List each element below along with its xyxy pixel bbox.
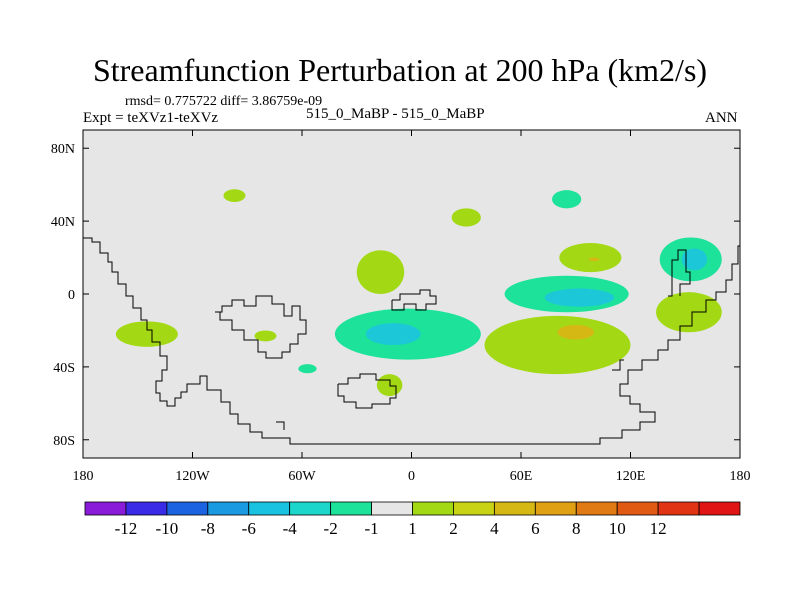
x-tick-label-3: 0 [408, 469, 415, 484]
colorbar-label-1: -10 [156, 519, 179, 538]
colorbar-swatch-6 [330, 501, 372, 516]
chart-title: Streamfunction Perturbation at 200 hPa (… [92, 52, 708, 88]
y-axis: 80N 40N 0 40S 80S [51, 142, 740, 449]
anomaly-14 [484, 315, 631, 375]
colorbar-label-11: 8 [572, 519, 581, 538]
colorbar-swatch-14 [657, 501, 700, 516]
left-label: Expt = teXVz1-teXVz [83, 110, 219, 126]
right-label: ANN [705, 110, 738, 126]
colorbar-label-3: -6 [242, 519, 256, 538]
anomaly-11 [588, 257, 600, 262]
anomaly-18 [656, 292, 722, 333]
y-tick-label-2: 0 [68, 288, 75, 303]
colorbar-label-2: -8 [201, 519, 215, 538]
coastlines [83, 237, 740, 445]
y-tick-label-0: 80N [51, 142, 75, 157]
colorbar-swatch-12 [575, 501, 618, 516]
anomaly-13 [544, 288, 615, 307]
coastline-east [668, 249, 691, 297]
colorbar-swatch-15 [698, 501, 741, 516]
colorbar-swatch-1 [125, 501, 168, 516]
x-tick-label-6: 180 [730, 469, 751, 484]
colorbar-swatch-4 [248, 501, 291, 516]
anomaly-2 [254, 330, 277, 342]
colorbar-label-6: -1 [364, 519, 378, 538]
x-tick-label-0: 180 [73, 469, 94, 484]
coastline-bit [276, 421, 285, 430]
anomaly-15 [557, 324, 594, 340]
anomaly-3 [298, 364, 317, 374]
anomaly-10 [559, 242, 622, 273]
coastline-continent [215, 295, 307, 359]
x-tick-label-2: 60W [288, 469, 316, 484]
y-tick-label-1: 40N [51, 215, 75, 230]
y-tick-label-3: 40S [53, 361, 75, 376]
anomaly-7 [451, 208, 481, 227]
center-label: 515_0_MaBP - 515_0_MaBP [306, 106, 485, 122]
anomaly-17 [681, 248, 708, 271]
stats-line: rmsd= 0.775722 diff= 3.86759e-09 [125, 94, 323, 109]
anomaly-4 [356, 250, 405, 294]
anomaly-9 [552, 190, 582, 209]
colorbar-swatch-9 [453, 501, 495, 516]
coastline-south [83, 237, 740, 445]
colorbar-swatch-10 [493, 501, 536, 516]
x-tick-label-1: 120W [175, 469, 210, 484]
colorbar-label-13: 12 [650, 519, 667, 538]
colorbar-swatch-7 [371, 501, 413, 516]
colorbar-swatch-5 [289, 501, 332, 516]
y-tick-label-4: 80S [53, 434, 75, 449]
coastline-island [391, 289, 437, 311]
colorbar-label-8: 2 [449, 519, 458, 538]
colorbar-label-9: 4 [490, 519, 499, 538]
colorbar-swatch-13 [616, 501, 659, 516]
colorbar-swatch-11 [534, 501, 577, 516]
x-tick-label-4: 60E [510, 469, 533, 484]
colorbar-label-5: -2 [324, 519, 338, 538]
coastline-south-island [337, 373, 397, 409]
colorbar-label-4: -4 [283, 519, 298, 538]
anomaly-1 [115, 321, 178, 347]
colorbar-label-12: 10 [609, 519, 626, 538]
anomaly-layer [115, 189, 722, 397]
colorbar-swatch-3 [207, 501, 250, 516]
colorbar-label-10: 6 [531, 519, 540, 538]
colorbar: -12 -10 -8 -6 -4 -2 -1 1 2 4 6 8 10 12 [84, 501, 741, 538]
coastline-small [612, 359, 624, 371]
x-tick-label-5: 120E [616, 469, 646, 484]
anomaly-0 [223, 189, 246, 202]
colorbar-swatch-8 [412, 501, 454, 516]
colorbar-swatch-2 [166, 501, 209, 516]
x-axis: 180 120W 60W 0 60E 120E 180 [73, 130, 751, 484]
anomaly-6 [365, 323, 421, 346]
colorbar-label-0: -12 [115, 519, 138, 538]
colorbar-swatch-0 [84, 501, 127, 516]
colorbar-label-7: 1 [408, 519, 417, 538]
